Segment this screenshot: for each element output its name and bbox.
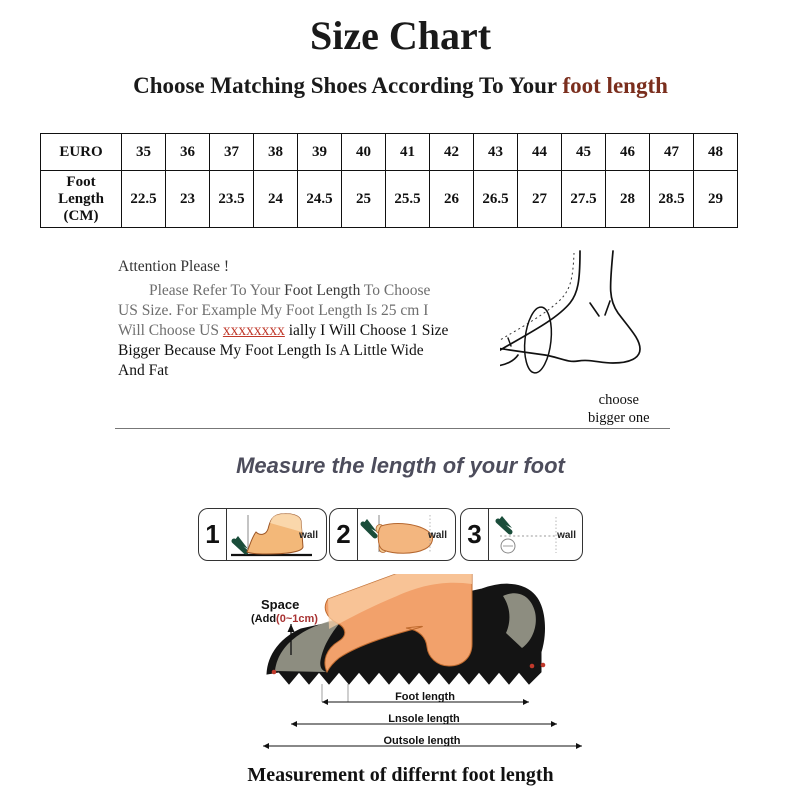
svg-text:Space: Space xyxy=(261,597,299,612)
svg-text:Foot length: Foot length xyxy=(395,691,455,703)
svg-text:(Add(0~1cm): (Add(0~1cm) xyxy=(251,613,318,625)
svg-text:Outsole length: Outsole length xyxy=(384,735,461,747)
svg-text:Lnsole length: Lnsole length xyxy=(388,713,460,725)
